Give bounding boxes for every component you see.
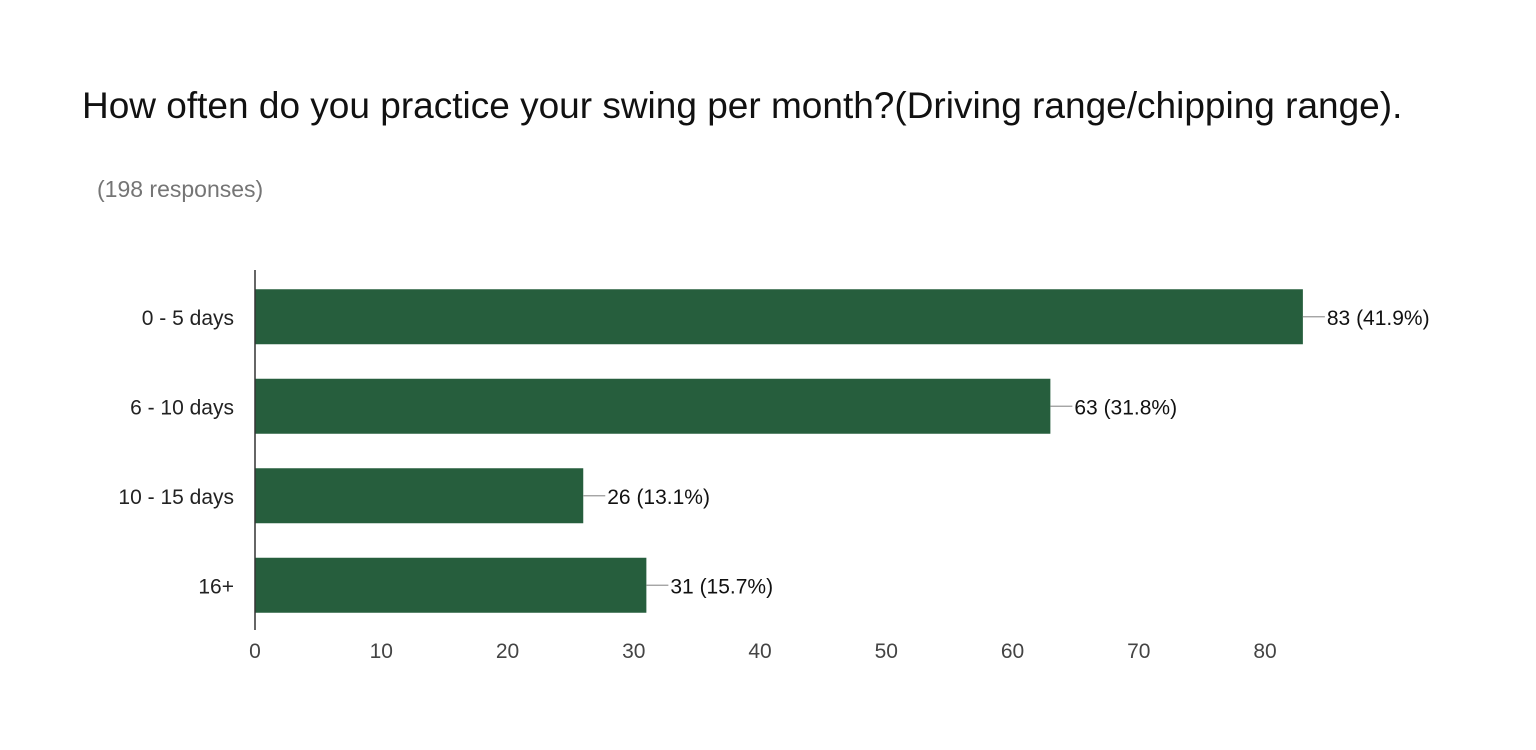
bar-2 [255, 468, 584, 524]
x-tick-label-2: 20 [496, 640, 519, 663]
x-tick-label-1: 10 [370, 640, 393, 663]
x-tick-label-5: 50 [875, 640, 898, 663]
x-tick-label-7: 70 [1127, 640, 1150, 663]
question-title: How often do you practice your swing per… [82, 85, 1403, 126]
data-label-3: 31 (15.7%) [670, 575, 773, 598]
x-tick-label-4: 40 [748, 640, 771, 663]
response-count: (198 responses) [97, 176, 264, 202]
x-tick-label-3: 30 [622, 640, 645, 663]
category-label-2: 10 - 15 days [118, 486, 234, 509]
category-label-0: 0 - 5 days [142, 307, 234, 330]
bar-3 [255, 557, 647, 613]
bar-1 [255, 378, 1051, 434]
category-label-1: 6 - 10 days [130, 396, 234, 419]
data-label-1: 63 (31.8%) [1074, 396, 1177, 419]
data-label-0: 83 (41.9%) [1327, 307, 1430, 330]
data-label-2: 26 (13.1%) [607, 486, 710, 509]
x-tick-label-0: 0 [249, 640, 261, 663]
x-tick-label-8: 80 [1253, 640, 1276, 663]
bar-0 [255, 289, 1303, 345]
category-label-3: 16+ [198, 575, 234, 598]
x-tick-label-6: 60 [1001, 640, 1024, 663]
